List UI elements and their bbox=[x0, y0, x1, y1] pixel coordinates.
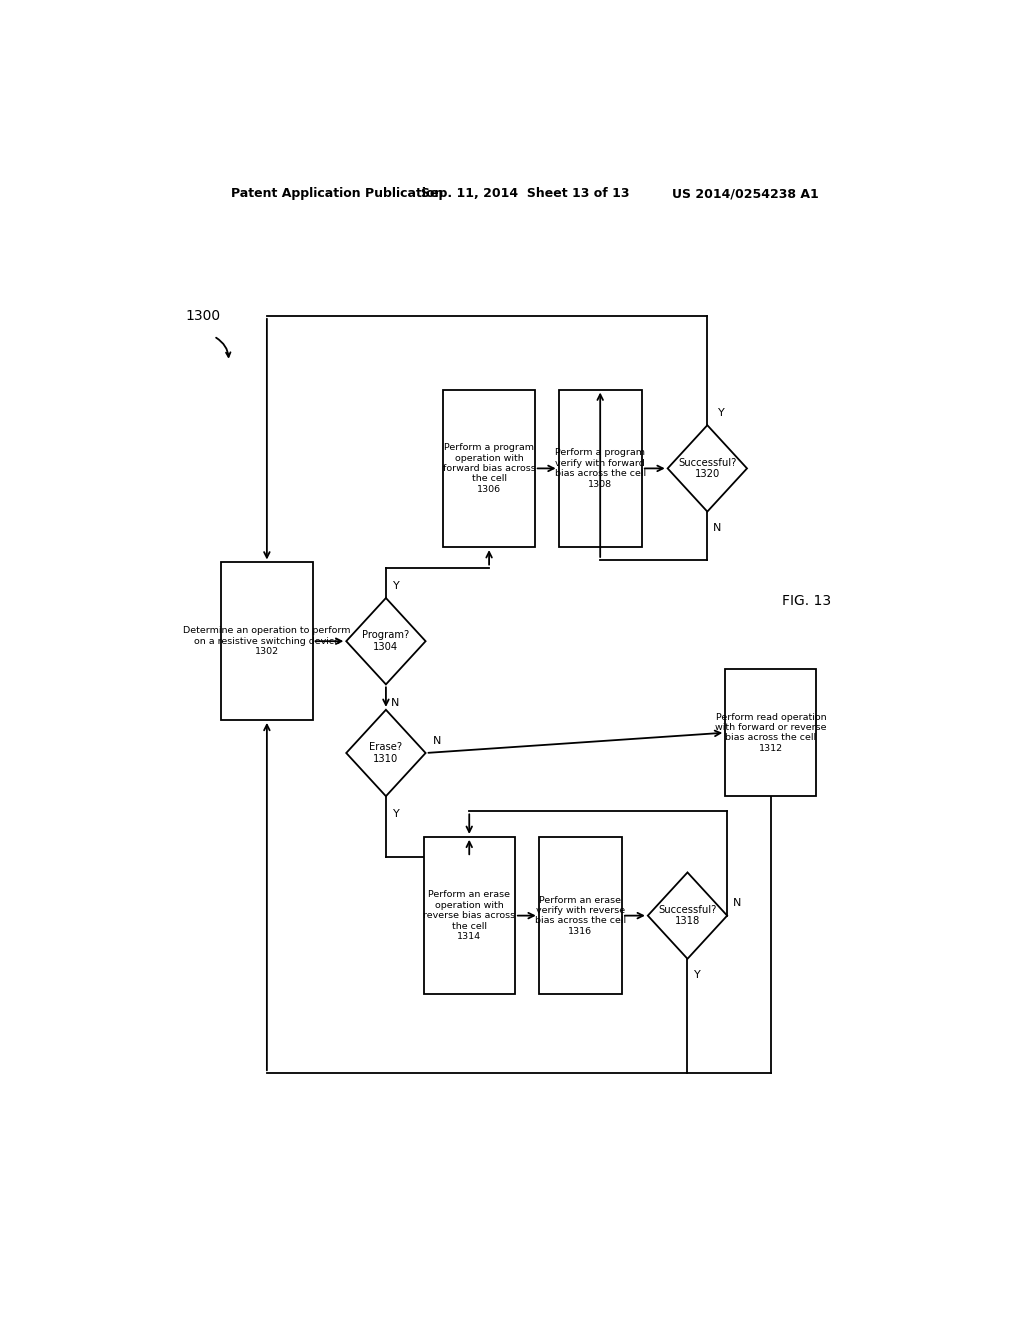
Text: Successful?
1320: Successful? 1320 bbox=[678, 458, 736, 479]
Bar bbox=[221, 562, 312, 719]
Polygon shape bbox=[346, 598, 426, 684]
Text: Perform a program
verify with forward
bias across the cell
1308: Perform a program verify with forward bi… bbox=[555, 449, 646, 488]
Text: Patent Application Publication: Patent Application Publication bbox=[231, 187, 443, 201]
Text: FIG. 13: FIG. 13 bbox=[782, 594, 831, 607]
Text: Y: Y bbox=[718, 408, 725, 418]
Text: N: N bbox=[713, 523, 721, 533]
Text: Determine an operation to perform
on a resistive switching device
1302: Determine an operation to perform on a r… bbox=[183, 626, 350, 656]
Polygon shape bbox=[346, 710, 426, 796]
Text: N: N bbox=[433, 735, 441, 746]
Polygon shape bbox=[668, 425, 748, 512]
Bar bbox=[558, 389, 642, 548]
Text: Perform an erase
operation with
reverse bias across
the cell
1314: Perform an erase operation with reverse … bbox=[423, 890, 515, 941]
Bar bbox=[539, 837, 622, 994]
Text: Sep. 11, 2014  Sheet 13 of 13: Sep. 11, 2014 Sheet 13 of 13 bbox=[421, 187, 629, 201]
Text: Y: Y bbox=[393, 809, 399, 820]
Text: Erase?
1310: Erase? 1310 bbox=[370, 742, 402, 764]
Text: N: N bbox=[391, 698, 399, 708]
Text: N: N bbox=[732, 899, 741, 908]
Text: Y: Y bbox=[693, 970, 700, 979]
Text: Y: Y bbox=[393, 581, 399, 591]
Text: Perform an erase
verify with reverse
bias across the cell
1316: Perform an erase verify with reverse bia… bbox=[535, 895, 626, 936]
Text: Successful?
1318: Successful? 1318 bbox=[658, 904, 717, 927]
Text: US 2014/0254238 A1: US 2014/0254238 A1 bbox=[672, 187, 818, 201]
Text: Program?
1304: Program? 1304 bbox=[362, 631, 410, 652]
Text: 1300: 1300 bbox=[185, 309, 221, 323]
Bar bbox=[424, 837, 515, 994]
Polygon shape bbox=[648, 873, 727, 958]
Text: Perform a program
operation with
forward bias across
the cell
1306: Perform a program operation with forward… bbox=[442, 444, 536, 494]
FancyArrowPatch shape bbox=[216, 338, 230, 356]
Bar bbox=[443, 389, 535, 548]
Bar bbox=[725, 669, 816, 796]
Text: Perform read operation
with forward or reverse
bias across the cell
1312: Perform read operation with forward or r… bbox=[715, 713, 826, 752]
